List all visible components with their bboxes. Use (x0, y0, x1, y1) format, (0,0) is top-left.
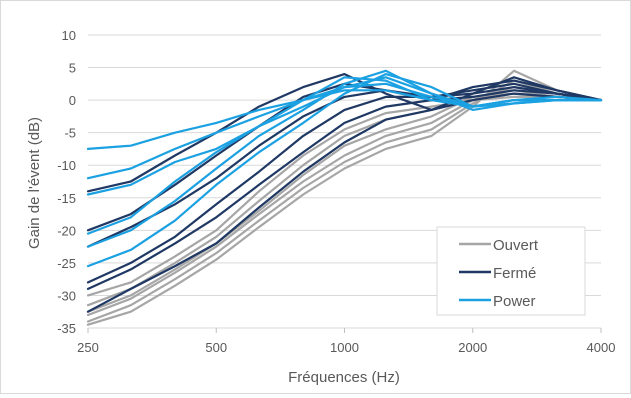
x-tick-label: 1000 (330, 340, 359, 355)
series-line-ferme-2 (86, 79, 603, 290)
y-axis-ticks: 10 5 0 -5 -10 -15 -20 -25 -30 -35 (57, 28, 76, 336)
series-line-ferme-3 (86, 82, 603, 284)
y-tick-label: -35 (57, 321, 76, 336)
series-lines (86, 69, 603, 326)
x-axis-label: Fréquences (Hz) (288, 369, 400, 386)
y-tick-label: 10 (62, 28, 76, 43)
series-line-ouvert-1 (86, 69, 603, 326)
legend: Ouvert Fermé Power (436, 226, 586, 316)
y-tick-label: -10 (57, 158, 76, 173)
legend-label-ouvert: Ouvert (493, 237, 539, 254)
y-tick-label: -25 (57, 256, 76, 271)
x-tick-label: 500 (205, 340, 227, 355)
series-line-ouvert-6 (86, 95, 603, 297)
series-line-ferme-4 (86, 86, 603, 248)
legend-label-ferme: Fermé (493, 265, 536, 282)
series-line-ferme-1 (86, 76, 603, 313)
y-tick-label: -30 (57, 288, 76, 303)
legend-label-power: Power (493, 293, 536, 310)
y-axis-label: Gain de l'évent (dB) (26, 117, 43, 249)
y-tick-label: 0 (69, 93, 76, 108)
series-line-power-5 (86, 82, 603, 180)
y-tick-label: 5 (69, 61, 76, 76)
y-tick-label: -5 (64, 126, 76, 141)
series-line-ferme-6 (86, 73, 603, 193)
x-tick-label: 2000 (458, 340, 487, 355)
x-tick-label: 4000 (587, 340, 616, 355)
series-line-power-6 (86, 89, 603, 150)
y-tick-label: -20 (57, 223, 76, 238)
x-tick-label: 250 (77, 340, 99, 355)
y-tick-label: -15 (57, 191, 76, 206)
x-axis-ticks: 250 500 1000 2000 4000 (77, 328, 615, 355)
